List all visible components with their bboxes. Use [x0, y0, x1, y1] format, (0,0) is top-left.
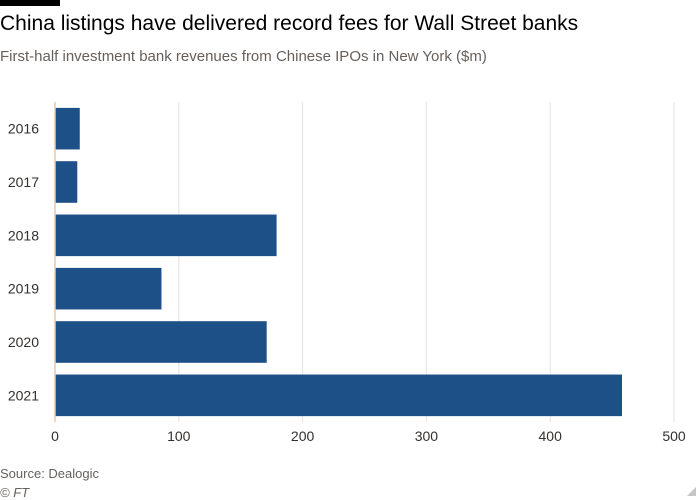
category-label-2016: 2016	[8, 121, 39, 137]
x-tick-label-500: 500	[662, 428, 686, 444]
bar-2020[interactable]	[55, 321, 267, 363]
bar-2016[interactable]	[55, 107, 80, 150]
copyright-note: © FT	[0, 485, 30, 500]
category-label-2018: 2018	[8, 227, 39, 243]
bar-2017[interactable]	[55, 161, 78, 203]
x-tick-label-0: 0	[51, 428, 59, 444]
x-tick-label-100: 100	[167, 428, 191, 444]
bar-chart: 2016 2017 2018 2019 2020 2021 0 100 200 300 400 500	[8, 102, 686, 444]
category-label-2017: 2017	[8, 174, 39, 190]
bar-2019[interactable]	[55, 267, 162, 310]
category-label-2019: 2019	[8, 281, 39, 297]
chart-title: China listings have delivered record fee…	[0, 12, 579, 35]
bar-2021[interactable]	[55, 374, 623, 417]
x-tick-label-400: 400	[539, 428, 563, 444]
source-note: Source: Dealogic	[0, 466, 99, 481]
resize-handle-icon[interactable]	[687, 487, 696, 496]
x-tick-label-300: 300	[415, 428, 439, 444]
x-tick-label-200: 200	[291, 428, 315, 444]
category-label-2021: 2021	[8, 387, 39, 403]
bar-2018[interactable]	[55, 214, 277, 257]
category-label-2020: 2020	[8, 334, 39, 350]
brand-top-bar	[0, 0, 60, 6]
chart-subtitle: First-half investment bank revenues from…	[0, 48, 487, 65]
